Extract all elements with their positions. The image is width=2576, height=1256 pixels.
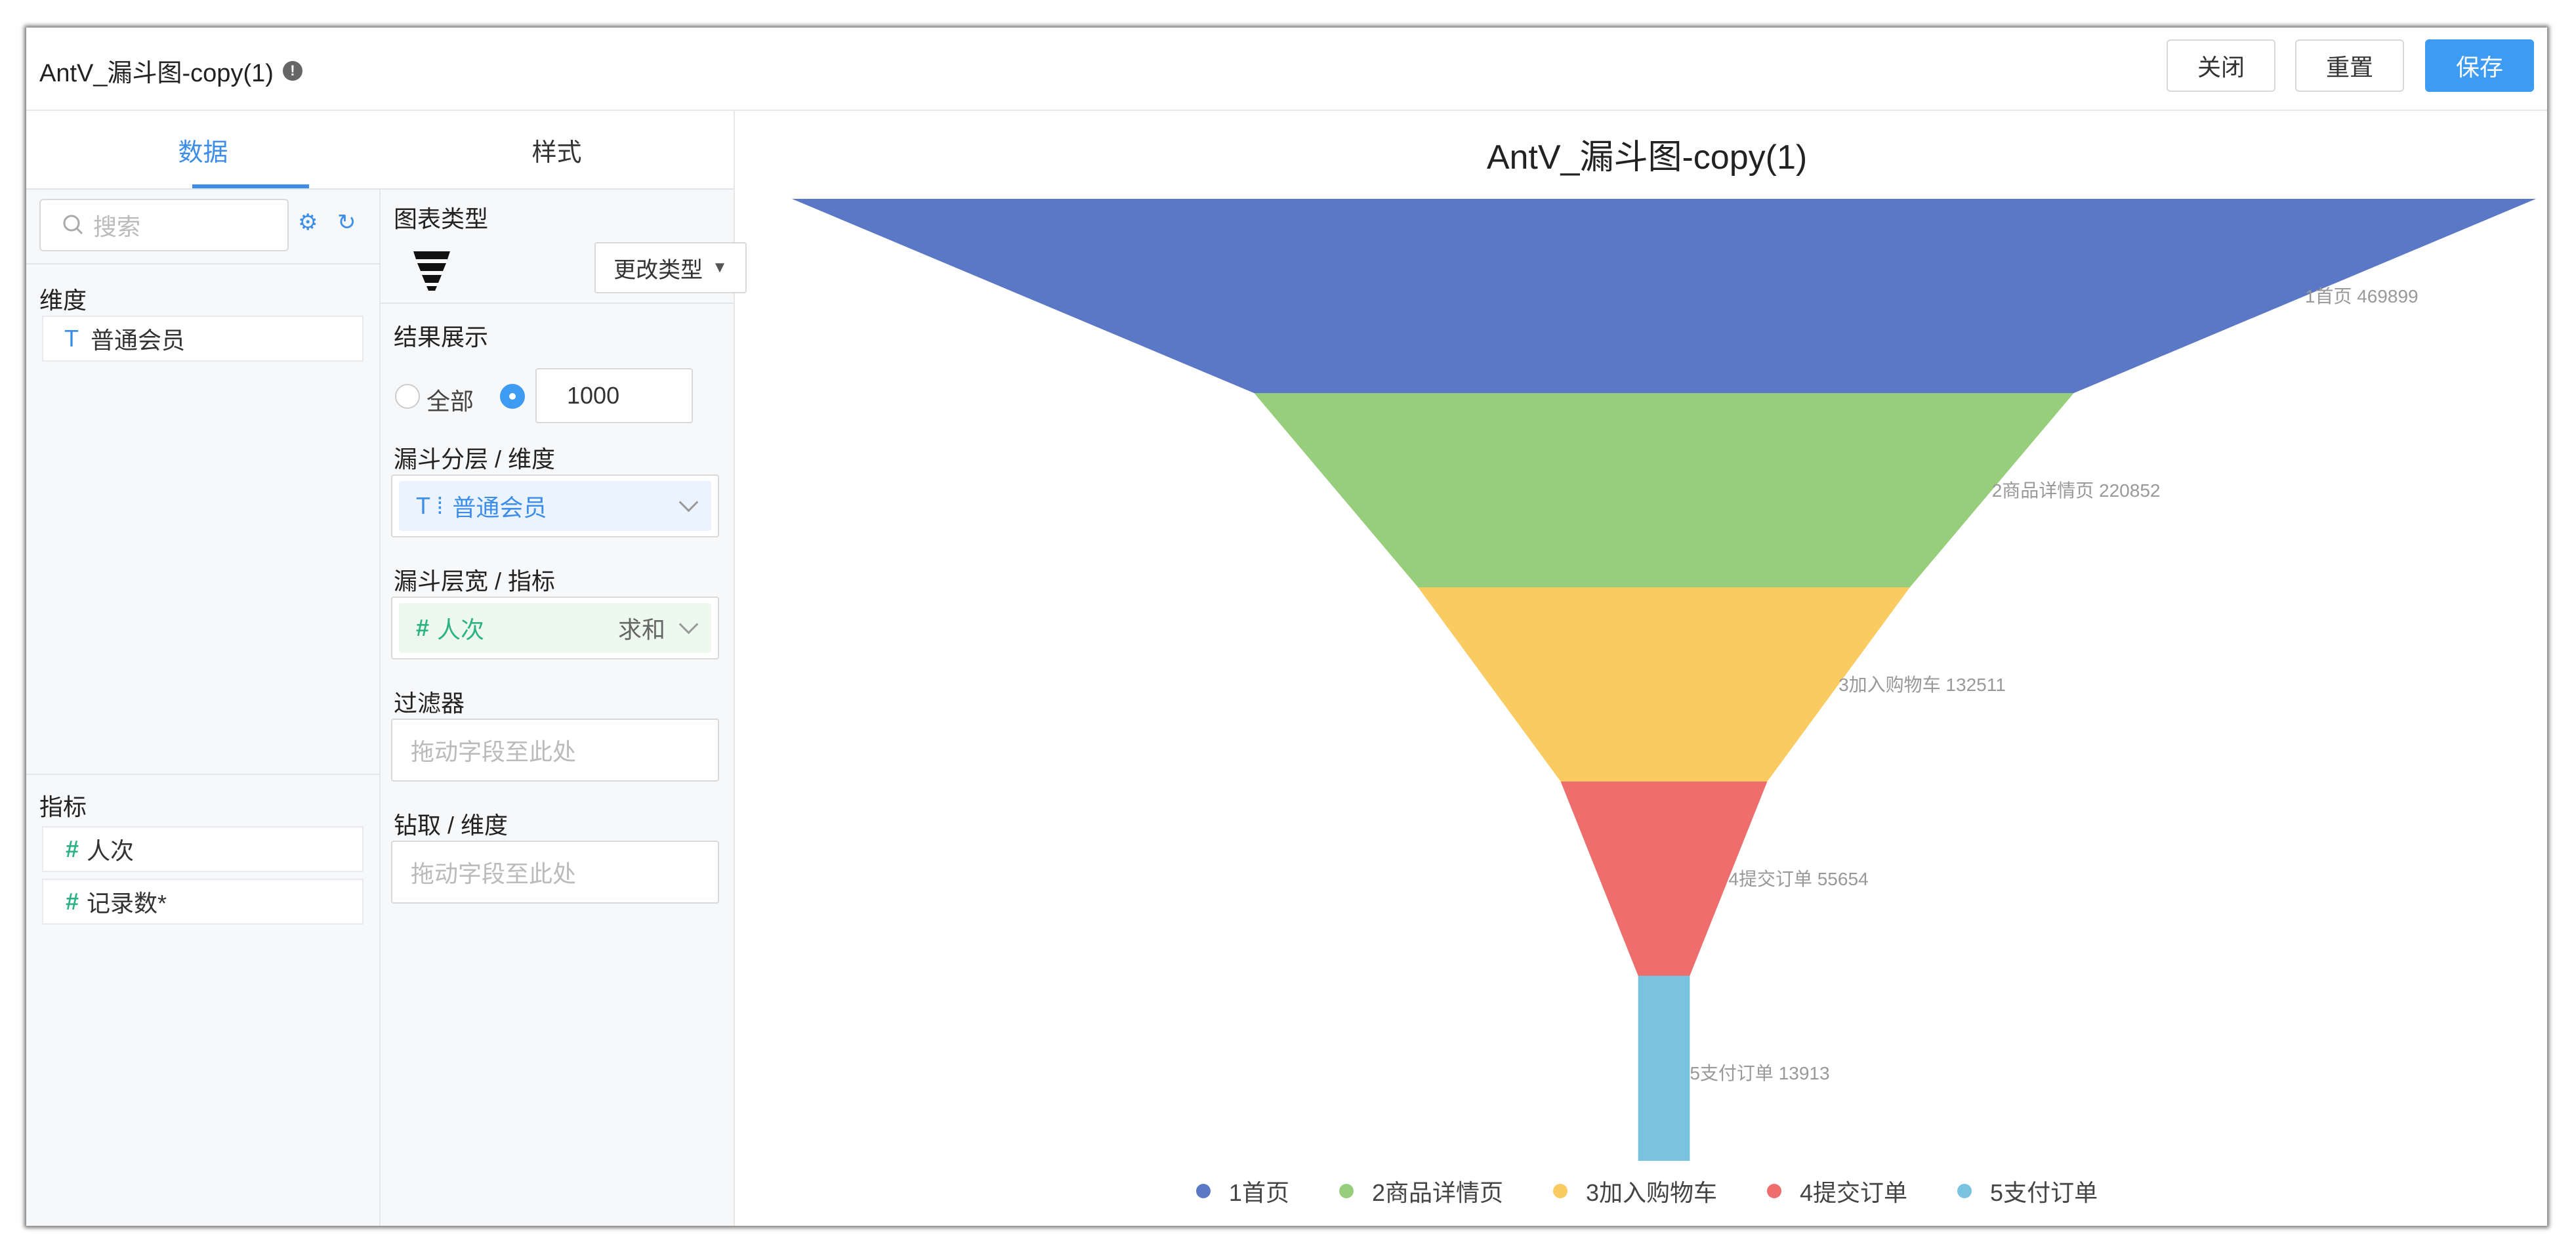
dimensions-label: 维度 [39,287,87,314]
radio-all-label: 全部 [426,388,474,415]
top-bar: AntV_漏斗图-copy(1) ! 关闭 重置 保存 [26,28,2547,111]
funnel-data-label: 1首页 469899 [2305,286,2419,306]
legend-marker [1957,1184,1972,1198]
editor-window: AntV_漏斗图-copy(1) ! 关闭 重置 保存 数据 样式 搜索 ⚙ ↻… [26,28,2547,1226]
search-placeholder: 搜索 [93,213,141,240]
legend-item[interactable]: 5支付订单 [1957,1174,2098,1208]
chevron-down-icon[interactable] [678,492,699,513]
result-display-label: 结果展示 [394,324,489,350]
legend-label: 1首页 [1228,1179,1289,1206]
text-type-icon: T [64,325,79,352]
divider [381,303,734,304]
dimension-field[interactable]: T 普通会员 [42,316,364,362]
filter-dropzone[interactable]: 拖动字段至此处 [391,719,719,782]
reset-button[interactable]: 重置 [2295,39,2404,92]
legend-item[interactable]: 1首页 [1195,1174,1289,1208]
tab-style[interactable]: 样式 [531,138,582,167]
legend-item[interactable]: 2商品详情页 [1339,1174,1503,1208]
funnel-data-label: 4提交订单 55654 [1728,869,1868,889]
text-type-icon: T ⁞ [416,492,444,519]
measure-name: 记录数* [87,890,167,917]
funnel-width-dropzone[interactable]: # 人次 求和 [391,597,719,659]
page-title-text: AntV_漏斗图-copy(1) [39,60,274,87]
legend-label: 3加入购物车 [1585,1179,1718,1206]
save-button[interactable]: 保存 [2425,39,2534,92]
legend-item[interactable]: 3加入购物车 [1552,1174,1718,1208]
funnel-layer[interactable] [1254,393,2074,587]
number-type-icon: # [66,835,79,862]
change-type-dropdown[interactable]: 更改类型 ▼ [594,242,747,293]
legend-marker [1767,1184,1782,1198]
funnel-data-label: 3加入购物车 132511 [1839,675,2006,695]
dimension-name: 普通会员 [91,327,186,354]
chart-area: AntV_漏斗图-copy(1) 1首页 469899 2商品详情页 220852… [747,111,2547,1226]
chevron-down-icon[interactable] [678,614,699,635]
funnel-chart: 1首页 469899 2商品详情页 220852 3加入购物车 132511 4提交订… [792,199,2536,1161]
close-button[interactable]: 关闭 [2167,39,2275,92]
legend-item[interactable]: 4提交订单 [1767,1174,1907,1208]
chart-title: AntV_漏斗图-copy(1) [1486,138,1808,177]
number-type-icon: # [66,888,79,915]
panel-tabs: 数据 样式 [26,111,734,190]
number-type-icon: # [416,614,430,641]
legend-label: 5支付订单 [1990,1179,2098,1206]
measure-name: 人次 [87,837,135,864]
tab-data[interactable]: 数据 [178,138,228,167]
drill-label: 钻取 / 维度 [394,812,509,839]
funnel-layer[interactable] [1638,976,1690,1161]
funnel-layer[interactable] [1418,587,1910,782]
legend-label: 2商品详情页 [1371,1179,1503,1206]
search-icon [63,215,83,235]
funnel-data-label: 5支付订单 13913 [1690,1063,1829,1083]
funnel-width-label: 漏斗层宽 / 指标 [394,568,556,595]
drill-dropzone[interactable]: 拖动字段至此处 [391,841,719,904]
funnel-data-label: 2商品详情页 220852 [1992,480,2161,501]
measure-field[interactable]: # 记录数* [42,879,364,925]
legend-marker [1339,1184,1354,1198]
search-input[interactable]: 搜索 [39,199,289,251]
funnel-layer-pill[interactable]: T ⁞ 普通会员 [399,481,711,531]
divider [26,263,379,264]
funnel-layer-label: 漏斗分层 / 维度 [394,446,556,472]
legend-label: 4提交订单 [1800,1179,1908,1206]
result-limit-input[interactable]: 1000 [535,368,693,423]
legend-marker [1552,1184,1568,1198]
funnel-layer[interactable] [792,199,2536,393]
settings-icon[interactable]: ⚙ [298,210,318,235]
measures-label: 指标 [39,793,87,820]
caret-down-icon: ▼ [712,259,728,276]
chart-type-label: 图表类型 [394,205,489,232]
funnel-layer-value: 普通会员 [452,494,547,521]
left-panel: 数据 样式 搜索 ⚙ ↻ 维度 T 普通会员 指标 # 人次 # [26,111,747,1226]
aggregation-label: 求和 [617,616,665,643]
funnel-layer-dropzone[interactable]: T ⁞ 普通会员 [391,474,719,537]
funnel-width-value: 人次 [437,616,485,643]
active-tab-indicator [192,184,309,188]
info-icon[interactable]: ! [282,60,302,81]
config-column: 图表类型 更改类型 ▼ 结果展示 全部 1000 漏斗分层 / 维度 T ⁞ [381,190,747,1226]
divider [26,774,379,775]
measure-field[interactable]: # 人次 [42,826,364,872]
fields-column: 搜索 ⚙ ↻ 维度 T 普通会员 指标 # 人次 # 记录数* [26,190,381,1226]
funnel-width-pill[interactable]: # 人次 求和 [399,603,711,653]
legend-marker [1195,1184,1211,1198]
funnel-layer[interactable] [1560,782,1768,976]
refresh-icon[interactable]: ↻ [337,210,356,235]
chart-legend: 1首页 2商品详情页 3加入购物车 4提交订单 5支付订单 [747,1174,2547,1208]
radio-limit[interactable] [500,384,525,409]
filter-label: 过滤器 [394,690,465,717]
page-title: AntV_漏斗图-copy(1) ! [39,52,302,89]
radio-all[interactable] [395,384,420,409]
change-type-label: 更改类型 [613,257,703,283]
funnel-chart-icon [413,251,450,291]
